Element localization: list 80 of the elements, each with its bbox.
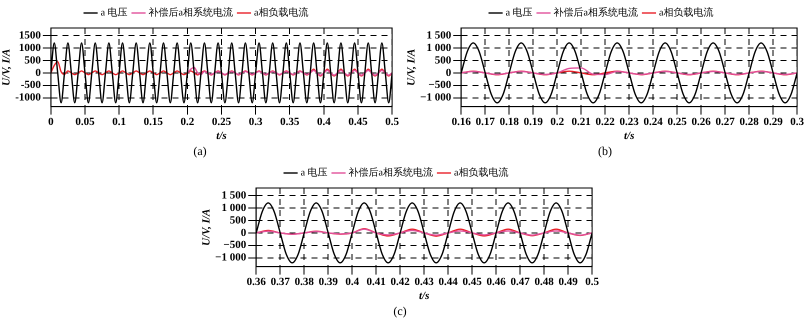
x-tick-label: 0.45: [462, 276, 482, 288]
x-tick-label: 0.25: [668, 116, 688, 128]
x-tick-label: 0.23: [620, 116, 640, 128]
x-tick-label: 0.45: [348, 116, 368, 128]
y-tick-label: 0: [446, 66, 452, 79]
x-tick-label: 0.29: [764, 116, 784, 128]
x-tick-label: 0.41: [366, 276, 386, 288]
y-tick-label: 1 000: [221, 202, 247, 214]
y-tick-label: 0: [240, 226, 247, 239]
text: (a): [192, 143, 208, 159]
x-tick-label: 0.3: [790, 116, 804, 128]
x-tick-label: 0.35: [280, 116, 300, 128]
x-tick-label: 0: [48, 116, 54, 128]
x-tick-label: 0.42: [390, 276, 410, 288]
legend-label: 补偿后a相系统电流: [348, 166, 433, 179]
x-tick-label: 0.4: [317, 116, 332, 128]
x-axis-title: t/s: [216, 130, 227, 142]
x-tick-label: 0.49: [558, 276, 578, 288]
x-tick-label: 0.27: [716, 116, 736, 128]
x-tick-label: 0.17: [476, 116, 496, 128]
x-tick-label: 0.38: [294, 276, 314, 288]
y-tick-label: −1 000: [420, 92, 452, 104]
legend-label: a 电压: [100, 6, 128, 19]
text: (c): [392, 303, 408, 319]
x-tick-label: 0.4: [345, 276, 360, 288]
x-tick-label: 0.3: [248, 116, 263, 128]
x-tick-label: 0.2: [180, 116, 195, 128]
y-tick-label: 1 500: [221, 189, 247, 202]
x-tick-label: 0.5: [585, 276, 600, 288]
legend-label: a相负载电流: [454, 166, 508, 179]
y-tick-label: 500: [24, 54, 42, 66]
x-tick-label: 0.18: [500, 116, 520, 128]
legend-label: 补偿后a相系统电流: [554, 6, 638, 19]
x-tick-label: 0.19: [524, 116, 544, 128]
legend-label: a相负载电流: [254, 6, 308, 19]
y-tick-label: -1000: [15, 92, 42, 104]
x-tick-label: 0.16: [452, 116, 472, 128]
x-tick-label: 0.25: [212, 116, 232, 128]
x-tick-label: 0.22: [596, 116, 616, 128]
x-tick-label: 0.48: [534, 276, 554, 288]
x-tick-label: 0.15: [144, 116, 164, 128]
x-tick-label: 0.28: [740, 116, 760, 128]
x-tick-label: 0.43: [414, 276, 434, 288]
x-tick-label: 0.47: [510, 276, 530, 288]
x-tick-label: 0.5: [385, 116, 400, 128]
x-tick-label: 0.05: [75, 116, 96, 128]
x-tick-label: 0.46: [486, 276, 506, 288]
y-tick-label: 1000: [18, 42, 42, 54]
legend-label: 补偿后a相系统电流: [148, 6, 233, 19]
legend-label: a相负载电流: [658, 6, 714, 19]
x-tick-label: 0.39: [318, 276, 338, 288]
y-tick-label: −1 000: [215, 252, 247, 264]
x-tick-label: 0.26: [692, 116, 712, 128]
x-tick-label: 0.37: [270, 276, 290, 288]
y-axis-title: U/V, I/A: [0, 48, 12, 86]
y-tick-label: −500: [223, 239, 247, 252]
x-tick-label: 0.36: [246, 276, 266, 288]
legend-label: a 电压: [300, 166, 328, 179]
y-tick-label: 500: [434, 54, 452, 66]
x-axis-title: t/s: [418, 290, 430, 302]
y-tick-label: 1 000: [426, 42, 452, 54]
y-tick-label: -500: [20, 79, 42, 92]
line-series: [186, 66, 392, 76]
text: (b): [597, 143, 613, 159]
y-tick-label: 1 500: [426, 29, 452, 42]
y-tick-label: 1500: [18, 29, 42, 42]
line-series: [461, 67, 798, 76]
x-tick-label: 0.2: [550, 116, 565, 128]
y-tick-label: 500: [230, 214, 247, 226]
legend-label: a 电压: [506, 6, 533, 19]
x-tick-label: 0.44: [438, 276, 458, 288]
y-tick-label: −500: [428, 79, 452, 92]
y-axis-title: U/V, I/A: [405, 48, 418, 86]
line-series: [50, 60, 392, 77]
x-tick-label: 0.24: [644, 116, 664, 128]
x-tick-label: 0.21: [572, 116, 591, 128]
y-axis-title: U/V, I/A: [200, 208, 212, 246]
y-tick-label: 0: [35, 66, 42, 79]
x-axis-title: t/s: [624, 130, 634, 142]
x-tick-label: 0.1: [112, 116, 126, 128]
